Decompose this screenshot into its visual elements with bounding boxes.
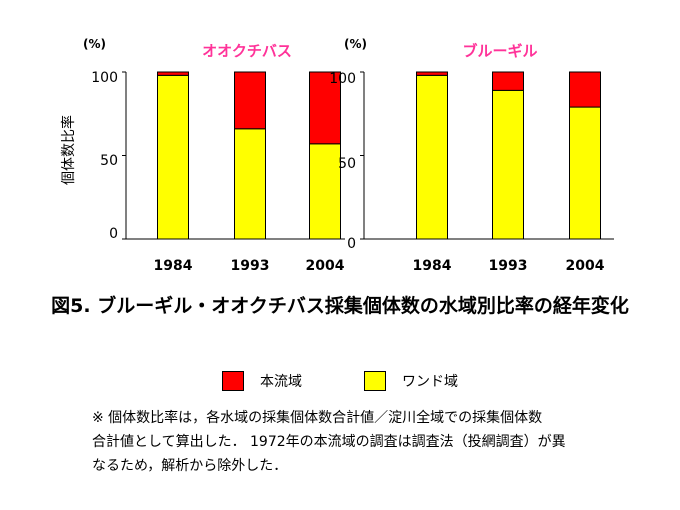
chart1-bar-2004-wando: [309, 143, 341, 240]
chart1-bar-1993-wando: [234, 128, 266, 240]
legend-item-wando: ワンド域: [364, 371, 458, 391]
footnote-line-2: 合計値として算出した． 1972年の本流域の調査は調査法（投網調査）が異: [92, 434, 566, 450]
footnote: ※ 個体数比率は，各水域の採集個体数合計値／淀川全域での採集個体数 合計値として…: [92, 406, 652, 478]
chart1-bar-1984-wando: [157, 74, 189, 240]
chart1-y-tick-50: 50: [100, 153, 118, 169]
chart2-bar-2004-wando: [569, 106, 601, 240]
legend-label-wando: ワンド域: [402, 374, 458, 390]
legend-swatch-main-channel: [222, 371, 244, 391]
footnote-line-3: なるため，解析から除外した．: [92, 458, 288, 474]
chart1-x-tick-2004: 2004: [306, 258, 345, 274]
chart1-y-tick-100: 100: [91, 70, 118, 86]
legend-label-main-channel: 本流域: [260, 374, 302, 390]
chart2-y-tick-100: 100: [329, 71, 356, 87]
chart2-unit-label: (%): [344, 37, 367, 51]
chart1-x-tick-1984: 1984: [154, 258, 193, 274]
chart2-title: ブルーギル: [462, 42, 537, 60]
chart2-y-tick-0: 0: [347, 236, 356, 252]
chart2-x-tick-2004: 2004: [566, 258, 605, 274]
chart2-bar-1984-wando: [416, 74, 448, 240]
chart1-bar-1984-main-channel: [157, 71, 189, 76]
chart2-bar-1984-main-channel: [416, 71, 448, 76]
chart1-unit-label: (%): [83, 37, 106, 51]
legend: 本流域 ワンド域: [0, 371, 680, 397]
chart1-y-axis-label: 個体数比率: [60, 115, 77, 185]
legend-item-main-channel: 本流域: [222, 371, 302, 391]
chart2-x-tick-1984: 1984: [413, 258, 452, 274]
chart1-title: オオクチバス: [202, 42, 292, 60]
chart2-y-tick-50: 50: [338, 156, 356, 172]
chart1-bar-1993-main-channel: [234, 71, 266, 130]
chart1-bar-2004-main-channel: [309, 71, 341, 145]
chart2-bar-1993-wando: [492, 89, 524, 240]
chart1-x-tick-1993: 1993: [231, 258, 270, 274]
legend-swatch-wando: [364, 371, 386, 391]
chart2-bar-1993-main-channel: [492, 71, 524, 91]
figure-caption: 図5. ブルーギル・オオクチバス採集個体数の水域別比率の経年変化: [51, 295, 629, 317]
charts-canvas: オオクチバス (%) 個体数比率 0 50 100 1984 1993 2004 ブルーギル (%)…: [60, 37, 614, 274]
chart2-x-tick-1993: 1993: [489, 258, 528, 274]
chart2-bar-2004-main-channel: [569, 71, 601, 108]
footnote-line-1: ※ 個体数比率は，各水域の採集個体数合計値／淀川全域での採集個体数: [92, 410, 543, 426]
chart1-y-tick-0: 0: [109, 226, 118, 242]
